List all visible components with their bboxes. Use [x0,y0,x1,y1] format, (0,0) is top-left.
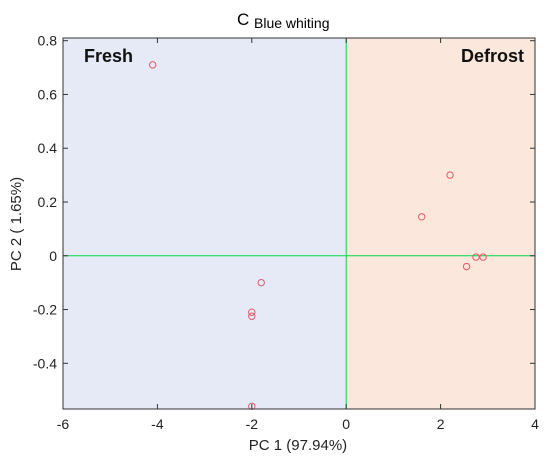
data-point [462,262,471,271]
region-label-defrost: Defrost [461,46,524,66]
data-point [248,308,256,316]
x-axis-ticks: -6 -4 -2 0 2 4 [57,38,539,432]
region-fresh-background [63,38,347,409]
data-point [248,402,256,411]
data-point [148,61,157,69]
x-tick-label: 4 [531,416,539,432]
data-point [446,171,454,179]
plot-frame [62,37,536,410]
x-tick-label: 2 [437,416,445,432]
region-label-fresh: Fresh [84,46,133,66]
data-point [479,253,487,261]
region-defrost-background [346,38,535,409]
y-tick-label: -0.4 [33,355,57,371]
y-axis-label: PC 2 ( 1.65%) [8,177,25,271]
data-points [148,61,487,411]
y-tick-label: 0.4 [38,140,58,156]
data-point [472,253,480,261]
y-tick-label: 0.2 [38,194,58,210]
y-tick-label: 0.8 [38,33,58,49]
x-tick-label: 0 [342,416,350,432]
x-tick-label: -2 [246,416,259,432]
y-tick-label: 0 [49,248,57,264]
data-point [248,312,256,320]
x-tick-label: -4 [151,416,164,432]
y-tick-label: 0.6 [38,86,58,102]
chart-title: Blue whiting [254,15,330,31]
data-point [418,213,426,221]
reference-lines [63,38,535,409]
y-axis-ticks: -0.4 -0.2 0 0.2 0.4 0.6 0.8 [33,33,535,371]
panel-letter: C [237,10,249,29]
y-tick-label: -0.2 [33,302,57,318]
x-tick-label: -6 [57,416,70,432]
x-axis-label: PC 1 (97.94%) [249,437,347,454]
data-point [257,278,265,287]
